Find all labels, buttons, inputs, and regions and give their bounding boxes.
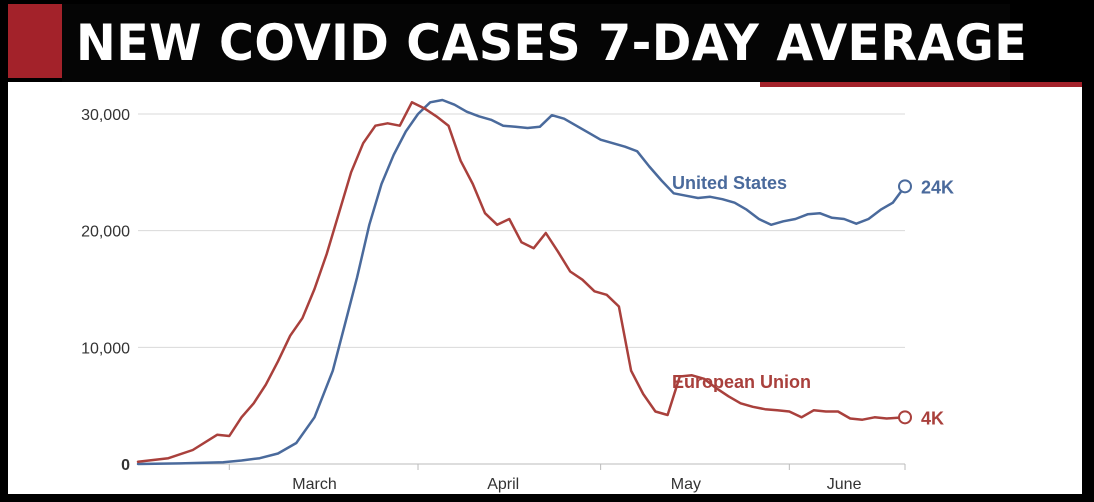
y-tick-label: 10,000 bbox=[81, 340, 130, 357]
end-point-marker bbox=[898, 410, 912, 425]
series-name-label: United States bbox=[672, 173, 787, 193]
title-banner bbox=[62, 4, 1010, 82]
x-tick-label: May bbox=[671, 476, 701, 493]
series-name-label: European Union bbox=[672, 372, 811, 392]
series-lines bbox=[136, 98, 912, 466]
red-accent-bar bbox=[760, 82, 1082, 87]
grid-lines bbox=[138, 113, 905, 465]
series-line-united-states bbox=[136, 98, 907, 466]
series-line-european-union bbox=[136, 101, 907, 463]
y-tick-label: 30,000 bbox=[81, 107, 130, 124]
bottom-strip bbox=[0, 494, 1094, 502]
end-point-marker bbox=[898, 179, 912, 194]
series-labels: 24K United States 4K European Union bbox=[672, 173, 954, 428]
end-value-label: 4K bbox=[921, 408, 944, 428]
x-tick-label: April bbox=[487, 476, 519, 493]
chart-panel bbox=[8, 82, 1082, 494]
y-tick-label: 20,000 bbox=[81, 224, 130, 241]
y-tick-label: 0 bbox=[121, 457, 130, 474]
banner-red-block bbox=[8, 4, 62, 78]
y-axis-ticks: 0 10,000 20,000 30,000 bbox=[81, 107, 130, 474]
banner-title: NEW COVID CASES 7-DAY AVERAGE bbox=[76, 14, 1028, 72]
end-value-label: 24K bbox=[921, 177, 954, 197]
x-tick-label: June bbox=[827, 476, 862, 493]
x-axis-ticks: March April May June bbox=[228, 464, 906, 493]
x-tick-label: March bbox=[292, 476, 336, 493]
